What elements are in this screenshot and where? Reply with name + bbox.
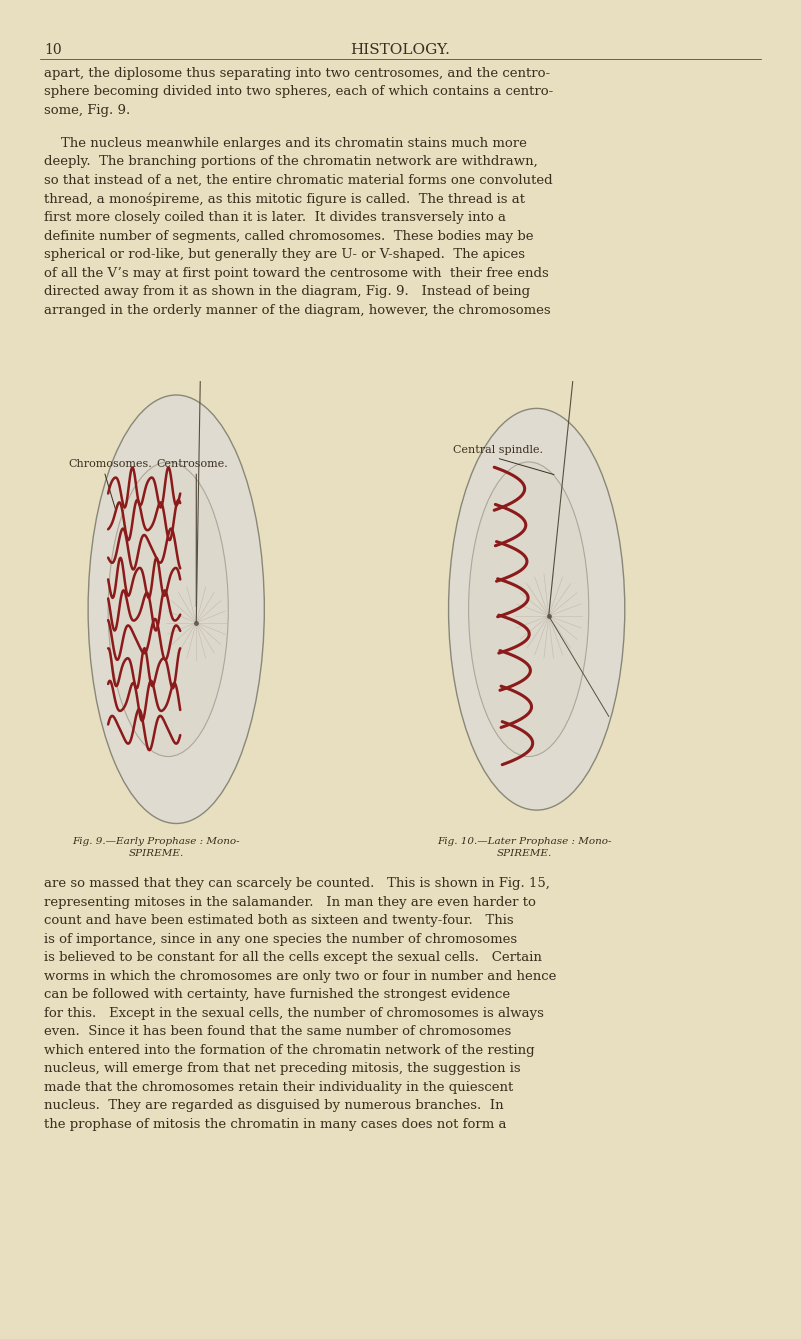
Text: Chromosomes.: Chromosomes. (68, 459, 152, 469)
Ellipse shape (469, 462, 589, 757)
Text: Central spindle.: Central spindle. (453, 446, 542, 455)
Text: Centrosome.: Centrosome. (156, 459, 228, 469)
Ellipse shape (449, 408, 625, 810)
Ellipse shape (88, 395, 264, 823)
Text: HISTOLOGY.: HISTOLOGY. (351, 43, 450, 56)
Ellipse shape (108, 462, 228, 757)
Text: Fig. 10.—Later Prophase : Mono-
SPIREME.: Fig. 10.—Later Prophase : Mono- SPIREME. (437, 837, 612, 858)
Text: Fig. 9.—Early Prophase : Mono-
SPIREME.: Fig. 9.—Early Prophase : Mono- SPIREME. (72, 837, 240, 858)
Text: The nucleus meanwhile enlarges and its chromatin stains much more
deeply.  The b: The nucleus meanwhile enlarges and its c… (44, 137, 553, 317)
Text: are so massed that they can scarcely be counted.   This is shown in Fig. 15,
rep: are so massed that they can scarcely be … (44, 877, 557, 1130)
Text: apart, the diplosome thus separating into two centrosomes, and the centro-
spher: apart, the diplosome thus separating int… (44, 67, 553, 116)
Text: 10: 10 (44, 43, 62, 56)
